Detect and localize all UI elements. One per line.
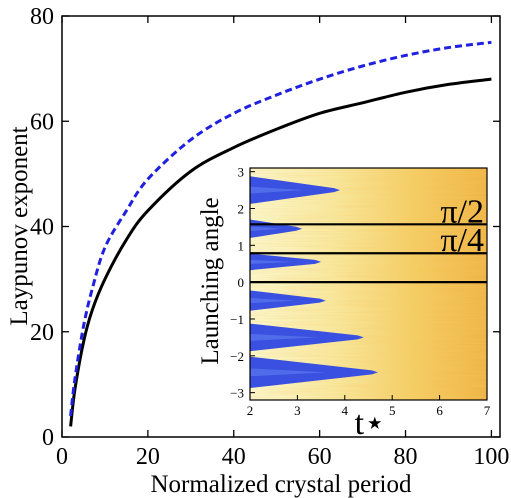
main-x-axis-label: Normalized crystal period [150, 471, 412, 498]
blue-wedge-core [250, 226, 282, 232]
inset-y-tick-label: −1 [230, 312, 244, 327]
inset-x-axis-label: t⋆ [355, 405, 386, 442]
inset-x-tick-label: 3 [294, 403, 301, 418]
main-x-tick-label: 0 [56, 444, 68, 470]
main-x-tick-label: 40 [222, 444, 246, 470]
inset-y-axis-label: Launching angle [197, 197, 224, 364]
blue-wedge-core [250, 259, 293, 264]
blue-wedge-core [250, 368, 327, 377]
inset-y-tick-label: −3 [230, 386, 244, 401]
main-x-tick-label: 60 [308, 444, 332, 470]
main-y-axis-label: Laypunov exponent [6, 126, 33, 325]
inset-x-tick-label: 5 [389, 403, 396, 418]
inset-plot: 2 3 4 5 6 7 −3 −2 −1 0 1 2 3 π/2π/4 t⋆ Launching an… [197, 165, 491, 442]
inset-y-tick-label: 3 [238, 165, 245, 180]
inset-y-ticks: −3 −2 −1 0 1 2 3 [230, 165, 255, 401]
blue-wedge-core [250, 333, 319, 341]
main-series [69, 40, 492, 427]
inset-x-ticks: 2 3 4 5 6 7 [247, 395, 491, 418]
heatmap-blue-regions [250, 176, 378, 389]
main-y-tick-label: 20 [30, 320, 54, 346]
blue-wedge-core [250, 186, 305, 194]
series-solid-line [69, 77, 492, 427]
inset-y-tick-label: −2 [230, 349, 244, 364]
main-x-tick-label: 20 [136, 444, 160, 470]
main-y-tick-label: 80 [30, 4, 54, 30]
inset-heatmap [250, 168, 487, 400]
main-x-ticks: 0 20 40 60 80 100 [56, 16, 509, 470]
inset-y-tick-label: 1 [238, 238, 245, 253]
inset-y-tick-label: 0 [238, 275, 245, 290]
inset-frame [249, 167, 488, 401]
reference-line-label: π/2 [440, 193, 484, 230]
blue-wedge-core [250, 298, 296, 304]
inset-x-tick-label: 2 [247, 403, 254, 418]
main-x-tick-label: 100 [473, 444, 509, 470]
main-y-tick-label: 60 [30, 109, 54, 135]
main-y-tick-label: 40 [30, 215, 54, 241]
inset-line-labels: π/2π/4 [440, 193, 484, 259]
main-y-tick-label: 0 [42, 425, 54, 451]
main-x-tick-label: 80 [394, 444, 418, 470]
reference-line-label: π/4 [440, 222, 484, 259]
series-dashed-line [69, 40, 492, 417]
inset-x-tick-label: 6 [436, 403, 443, 418]
inset-x-tick-label: 7 [484, 403, 491, 418]
inset-y-tick-label: 2 [238, 202, 245, 217]
inset-reference-lines [250, 223, 487, 284]
inset-x-tick-label: 4 [342, 403, 349, 418]
